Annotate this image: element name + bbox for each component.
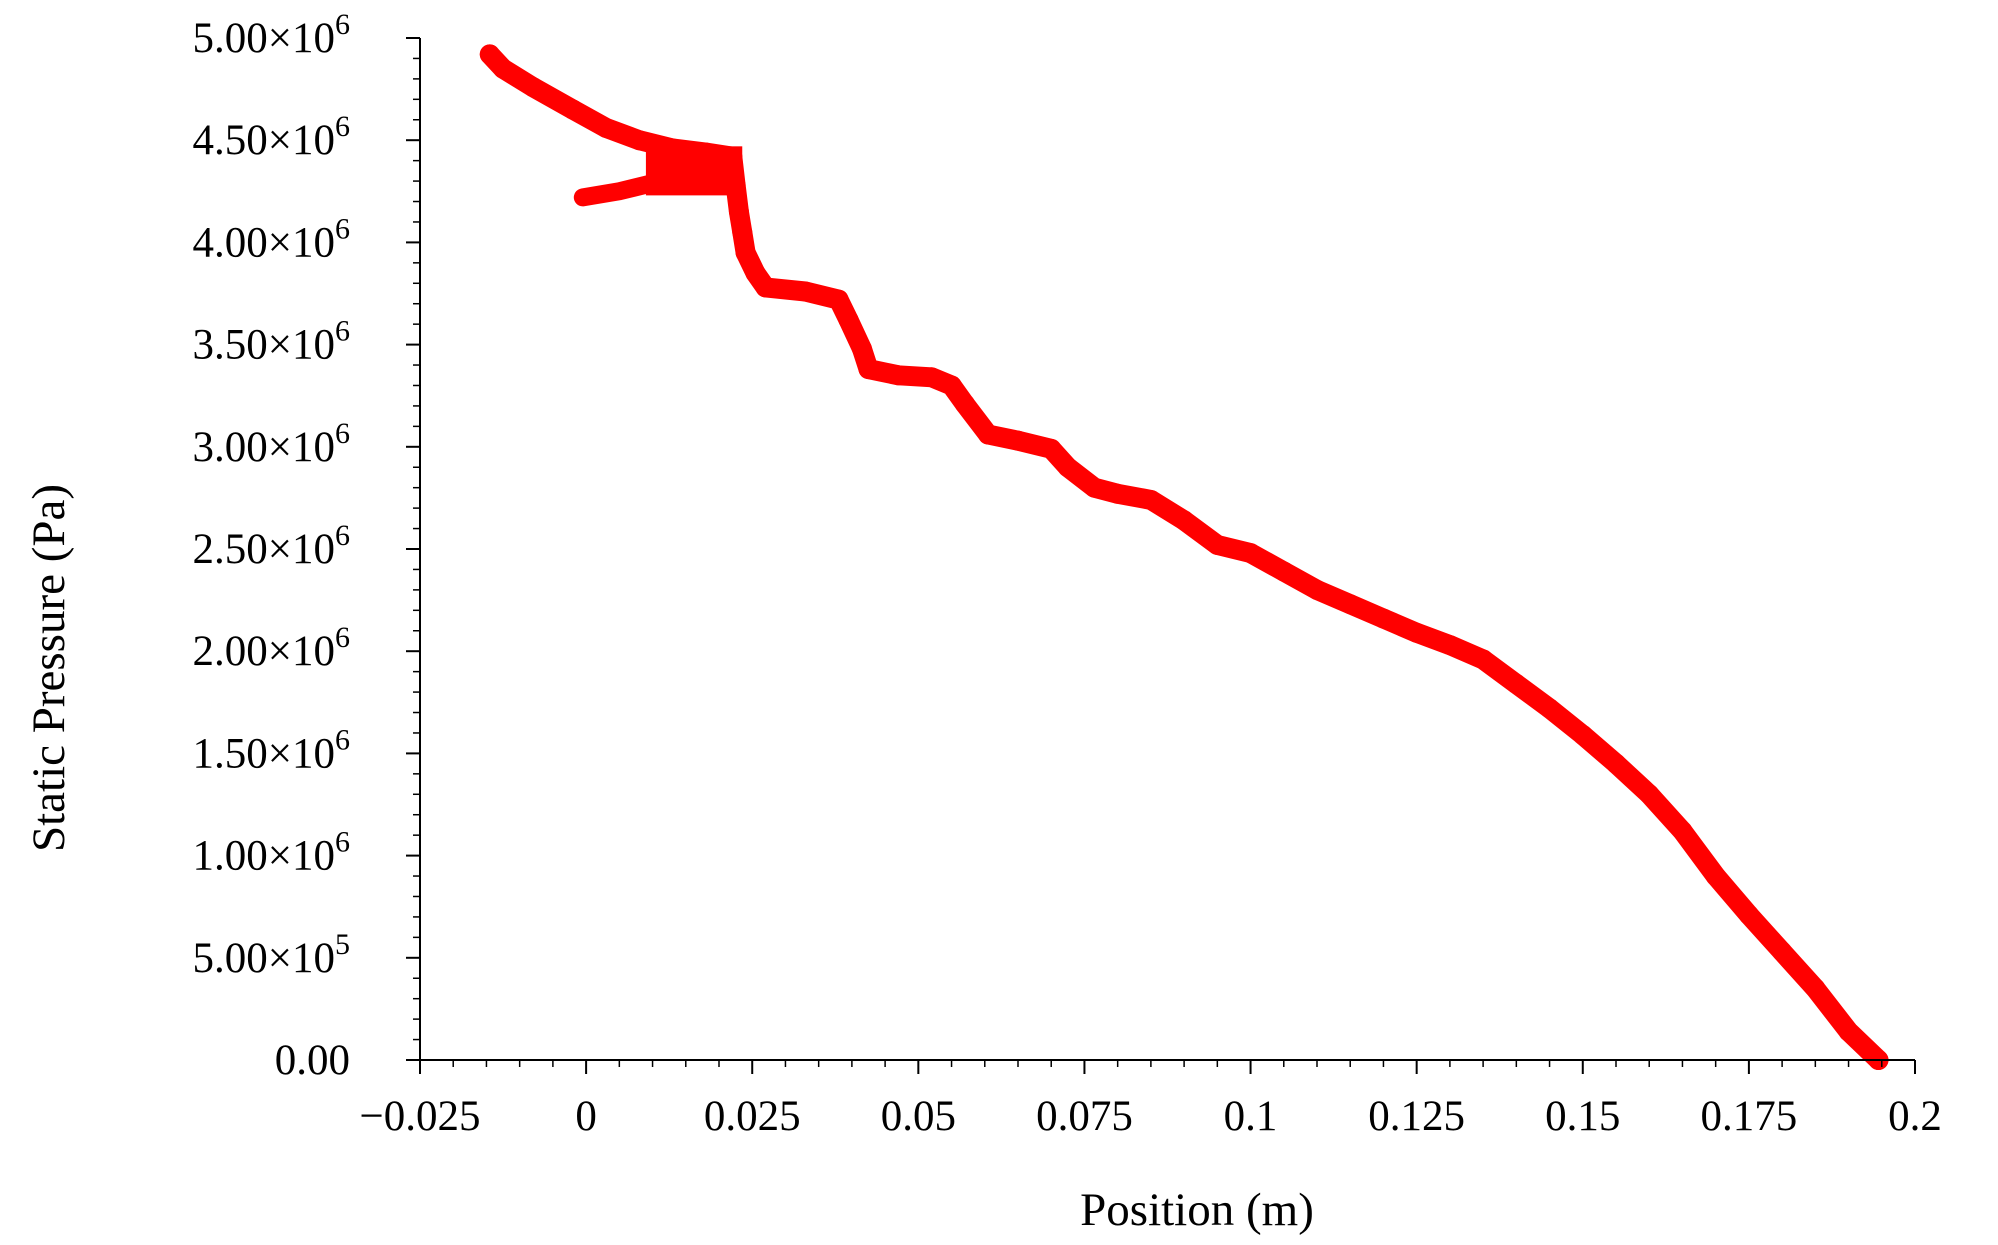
x-tick-label: 0.1 — [1224, 1093, 1278, 1140]
data-point — [1772, 941, 1793, 962]
y-tick-label: 0.00 — [275, 1037, 350, 1084]
data-point — [1439, 635, 1460, 656]
data-point — [1307, 579, 1327, 600]
data-point — [1606, 753, 1626, 774]
data-point — [1473, 649, 1494, 670]
data-point — [1340, 594, 1361, 615]
data-point — [1539, 698, 1560, 719]
data-point — [1057, 457, 1078, 478]
y-tick-label: 4.00×106 — [192, 212, 350, 266]
data-point — [1406, 622, 1427, 643]
data-point — [1273, 561, 1294, 582]
data-point — [1738, 904, 1759, 925]
data-point — [1008, 430, 1028, 451]
data-point — [493, 58, 514, 79]
data-point — [562, 99, 583, 120]
y-tick-label: 5.00×106 — [192, 8, 350, 62]
y-axis-title: Static Pressure (Pa) — [23, 484, 75, 852]
data-point — [1174, 510, 1195, 531]
data-point — [1705, 866, 1726, 887]
y-tick-label: 4.50×106 — [192, 110, 350, 164]
data-point — [745, 263, 766, 284]
data-series-layer — [479, 44, 1889, 1070]
data-point — [1107, 483, 1128, 504]
y-tick-label: 1.00×106 — [192, 826, 350, 880]
y-tick-label: 3.50×106 — [192, 315, 350, 369]
data-point — [1572, 725, 1593, 746]
y-tick-label: 3.00×106 — [192, 417, 350, 471]
x-tick-label: 0.025 — [704, 1093, 801, 1140]
y-ticks: 0.00 5.00×105 1.00×106 1.50×106 2.00×106 2.50… — [192, 8, 420, 1084]
x-tick-label: 0.075 — [1036, 1093, 1133, 1140]
x-tick-label: −0.025 — [359, 1093, 480, 1140]
data-point — [735, 242, 756, 263]
data-point — [522, 77, 543, 98]
y-tick-label: 2.00×106 — [192, 621, 350, 675]
data-point — [828, 289, 849, 310]
data-point — [1838, 1021, 1859, 1042]
data-point — [888, 365, 909, 386]
y-tick-label: 1.50×106 — [192, 723, 350, 777]
x-tick-label: 0.15 — [1545, 1093, 1620, 1140]
data-point — [755, 277, 776, 298]
data-series-line — [479, 44, 1889, 1070]
x-tick-label: 0.05 — [881, 1093, 956, 1140]
data-point — [695, 142, 716, 163]
data-point — [629, 130, 650, 151]
x-ticks: −0.025 0 0.025 0.05 0.075 0.1 0.125 0.15 0.175 0.… — [359, 1060, 1942, 1140]
data-point — [722, 146, 743, 167]
data-point — [1639, 784, 1660, 805]
data-point — [1672, 821, 1693, 842]
data-point — [1373, 608, 1394, 629]
data-point — [1207, 534, 1228, 555]
data-point — [479, 44, 500, 65]
data-point — [851, 338, 872, 359]
data-point — [838, 310, 859, 331]
data-point — [1805, 978, 1826, 999]
x-axis-title: Position (m) — [1080, 1184, 1314, 1236]
x-tick-label: 0 — [575, 1093, 597, 1140]
data-point — [1041, 438, 1062, 459]
data-point — [941, 375, 962, 396]
data-point — [725, 175, 746, 196]
x-tick-label: 0.125 — [1368, 1093, 1465, 1140]
data-point — [954, 393, 975, 414]
data-point — [858, 359, 879, 380]
data-point — [795, 281, 816, 302]
data-point — [1506, 673, 1527, 694]
x-tick-label: 0.2 — [1888, 1093, 1942, 1140]
data-point — [1084, 477, 1105, 498]
data-point — [728, 201, 749, 222]
data-point — [596, 117, 617, 138]
x-tick-label: 0.175 — [1701, 1093, 1798, 1140]
data-point — [1240, 543, 1261, 564]
data-point — [1140, 489, 1161, 510]
data-point — [978, 424, 999, 445]
y-tick-label: 2.50×106 — [192, 519, 350, 573]
data-point — [732, 222, 753, 243]
data-point — [662, 138, 683, 159]
y-tick-label: 5.00×105 — [192, 928, 350, 982]
data-point — [921, 367, 942, 388]
